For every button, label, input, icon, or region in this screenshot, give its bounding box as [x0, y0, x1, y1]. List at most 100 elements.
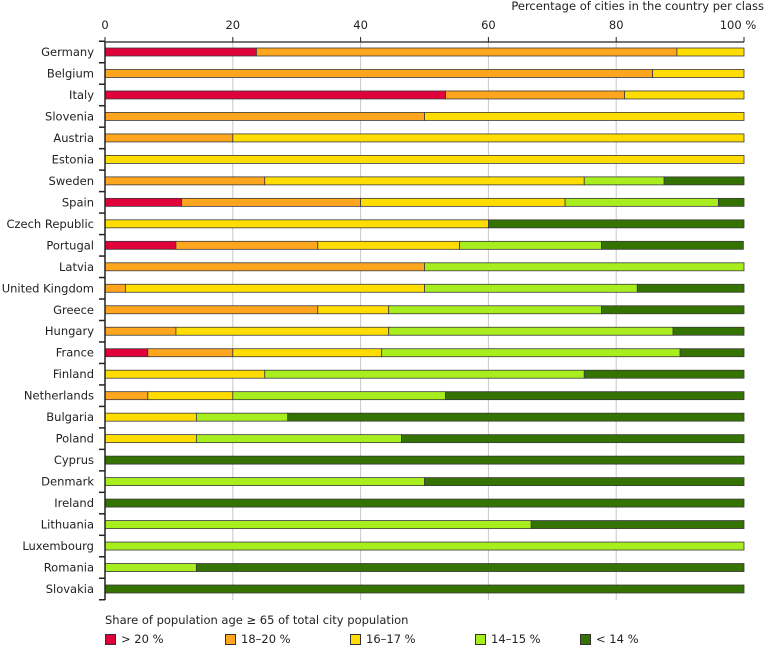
y-tick-labels: Germany Belgium Italy Slovenia Austria Estoni…: [2, 45, 95, 596]
category-label: Portugal: [46, 238, 94, 252]
bar-segment: [104, 69, 654, 78]
legend-label: 14–15 %: [491, 632, 541, 646]
legend-item: 16–17 %: [350, 632, 416, 646]
bar-segment: [388, 326, 674, 336]
bar-segment: [487, 219, 745, 229]
bar-segment: [232, 391, 446, 401]
category-label: Estonia: [52, 152, 94, 166]
category-label: France: [56, 346, 94, 360]
bar-segment: [530, 520, 745, 529]
category-label: Czech Republic: [6, 217, 94, 231]
category-label: Romania: [44, 561, 94, 575]
category-label: Denmark: [41, 475, 94, 489]
bar-segment: [360, 197, 566, 207]
category-label: Germany: [41, 45, 94, 59]
bar-segment: [672, 326, 745, 336]
bar-segment: [636, 283, 745, 293]
category-label: Greece: [53, 303, 94, 317]
category-label: Sweden: [49, 174, 94, 188]
bar-segment: [104, 47, 257, 57]
bar-segment: [104, 412, 197, 422]
bar-segment: [104, 262, 425, 272]
legend-swatch: [105, 633, 116, 645]
x-tick-label: 40: [353, 18, 368, 32]
x-tick-labels: 0 20 40 60 80 100 %: [101, 18, 756, 32]
category-label: Austria: [53, 131, 94, 145]
category-label: Slovakia: [46, 582, 94, 596]
bar-segment: [175, 326, 390, 336]
legend: Share of population age ≥ 65 of total ci…: [105, 611, 765, 650]
bar-segment: [104, 520, 532, 529]
bar-segment: [601, 240, 744, 250]
bar-segment: [583, 176, 665, 186]
bar-segment: [388, 305, 602, 315]
bar-segment: [147, 391, 234, 401]
legend-label: 18–20 %: [241, 632, 291, 646]
legend-label: < 14 %: [596, 632, 639, 646]
bar-segment: [104, 197, 183, 207]
bar-segment: [424, 262, 745, 272]
bar-segment: [564, 197, 719, 207]
bar-segment: [104, 391, 149, 401]
bar-segment: [317, 305, 390, 315]
legend-title: Share of population age ≥ 65 of total ci…: [105, 613, 409, 627]
bar-segment: [104, 455, 745, 465]
bar-segment: [679, 348, 745, 358]
bar-segment: [104, 90, 446, 100]
category-label: Hungary: [45, 324, 94, 338]
legend-item: < 14 %: [580, 632, 639, 646]
bar-segment: [401, 434, 745, 444]
legend-swatch: [580, 633, 591, 645]
x-tick-label: 60: [481, 18, 496, 32]
category-label: Lithuania: [41, 518, 94, 532]
bar-segment: [175, 240, 319, 250]
bar-segment: [718, 197, 745, 207]
bar-segment: [104, 176, 266, 186]
bar-segment: [652, 69, 745, 78]
bar-segment: [601, 305, 745, 315]
bar-segment: [264, 176, 585, 186]
bar-segment: [104, 219, 489, 229]
category-label: Spain: [62, 195, 94, 209]
legend-swatch: [475, 633, 486, 645]
bar-segment: [104, 326, 177, 336]
bar-segment: [424, 477, 745, 487]
gridlines: [232, 42, 617, 600]
bar-segment: [104, 240, 177, 250]
category-label: Netherlands: [24, 389, 94, 403]
bar-segment: [256, 47, 678, 57]
bar-segment: [264, 369, 585, 379]
axes: [99, 37, 745, 601]
bar-segment: [583, 369, 745, 379]
legend-label: > 20 %: [121, 632, 164, 646]
category-label: Italy: [69, 88, 94, 102]
category-label: Finland: [53, 367, 94, 381]
bar-segment: [445, 90, 625, 100]
legend-item: > 20 %: [105, 632, 164, 646]
bar-segment: [663, 176, 745, 186]
bar-segment: [104, 584, 745, 594]
bar-segment: [445, 391, 745, 401]
category-label: Poland: [56, 432, 94, 446]
legend-item: 18–20 %: [225, 632, 291, 646]
bar-segment: [104, 305, 319, 315]
bar-segment: [381, 348, 681, 358]
category-label: Ireland: [54, 496, 94, 510]
bars: [104, 47, 745, 594]
category-label: Belgium: [47, 66, 94, 80]
category-label: Bulgaria: [46, 410, 94, 424]
bar-segment: [104, 133, 234, 143]
bar-segment: [317, 240, 461, 250]
bar-segment: [459, 240, 602, 250]
bar-segment: [104, 112, 425, 121]
bar-segment: [624, 90, 745, 100]
category-label: Latvia: [59, 260, 94, 274]
bar-segment: [104, 434, 197, 444]
x-tick-label: 20: [225, 18, 240, 32]
x-tick-label: 0: [101, 18, 108, 32]
x-tick-label: 100 %: [720, 18, 757, 32]
category-label: Cyprus: [54, 453, 94, 467]
bar-segment: [232, 348, 383, 358]
bar-segment: [104, 563, 197, 572]
